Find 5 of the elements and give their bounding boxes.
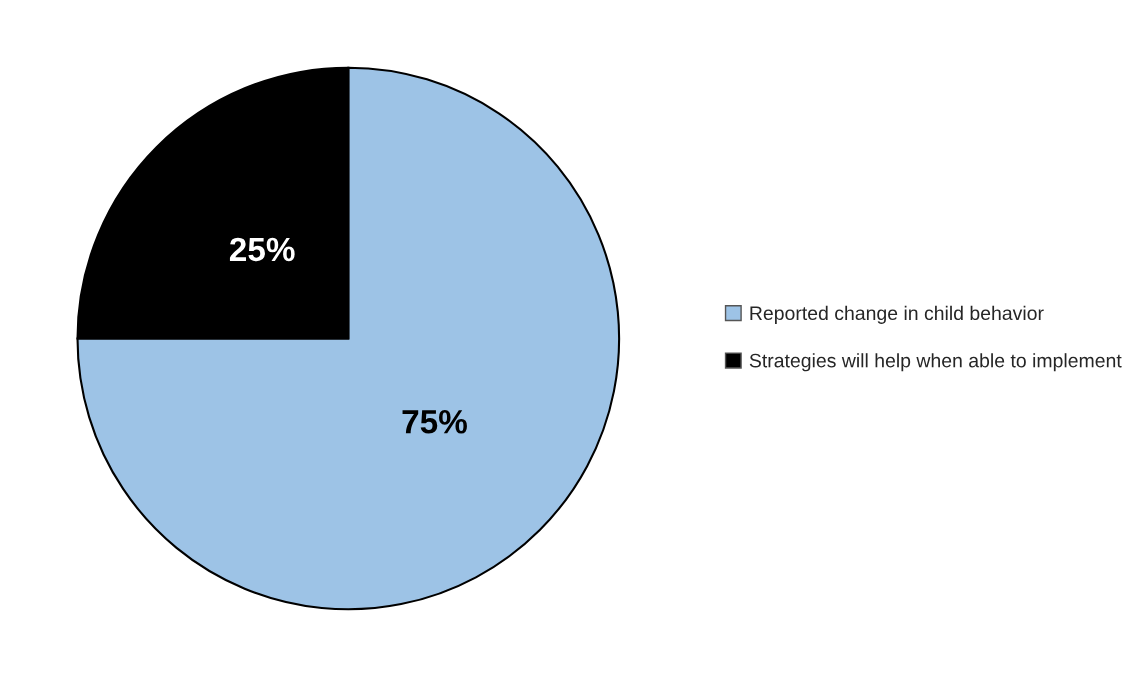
data-label: 25% — [229, 237, 295, 262]
legend-label: Reported change in child behavior — [750, 305, 1044, 324]
legend-label: Strategies will help when able to implement — [749, 353, 1122, 372]
data-label: 75% — [402, 410, 467, 434]
pie-slice — [76, 66, 621, 611]
